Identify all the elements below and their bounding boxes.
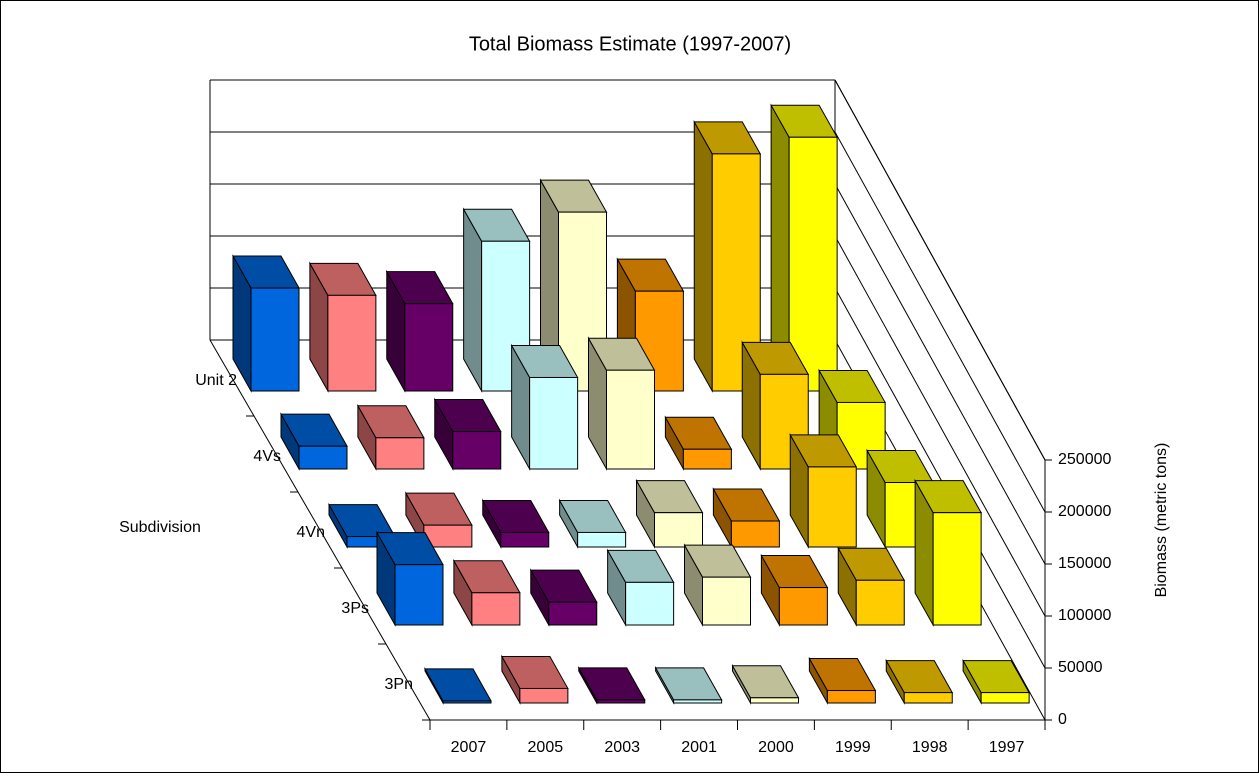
grid-line <box>834 235 1046 617</box>
bar <box>673 699 723 704</box>
x-tick-label: 2000 <box>758 739 794 756</box>
bar <box>452 431 502 470</box>
bar <box>394 564 444 626</box>
bar-side <box>693 119 713 393</box>
bar <box>548 601 598 626</box>
x-tick-label: 1998 <box>912 739 948 756</box>
bar <box>855 579 905 626</box>
bar <box>903 692 953 704</box>
bar <box>500 531 550 548</box>
bar <box>730 520 780 548</box>
bar <box>529 376 579 470</box>
grid-line <box>834 79 1046 461</box>
bar <box>826 690 876 704</box>
floor-edge <box>209 339 431 721</box>
bar <box>404 303 454 392</box>
bar <box>807 466 857 548</box>
depth-label: 4Vs <box>253 448 281 465</box>
bar <box>778 587 828 626</box>
x-tick-label: 2001 <box>681 739 717 756</box>
x-tick-label: 2005 <box>528 739 564 756</box>
bar <box>471 592 521 626</box>
x-tick-label: 1999 <box>835 739 871 756</box>
bar <box>327 294 377 392</box>
bar <box>932 512 982 626</box>
bar <box>577 531 627 548</box>
bar <box>442 700 492 704</box>
bar <box>298 445 348 470</box>
grid-line <box>834 183 1046 565</box>
bar <box>375 437 425 470</box>
bar <box>750 697 799 704</box>
y-axis-title: Biomass (metric tons) <box>1153 443 1170 598</box>
x-tick-label: 1997 <box>989 739 1025 756</box>
y-tick-label: 0 <box>1058 711 1067 728</box>
depth-label: 4Vn <box>297 524 325 541</box>
bar <box>625 581 675 626</box>
bar <box>702 576 751 626</box>
chart-title: Total Biomass Estimate (1997-2007) <box>469 33 791 55</box>
y-tick-label: 200000 <box>1058 503 1111 520</box>
x-tick-label: 2003 <box>604 739 640 756</box>
y-tick-label: 250000 <box>1058 451 1111 468</box>
bar <box>980 692 1030 704</box>
bar <box>788 136 838 392</box>
x-axis-title: Subdivision <box>119 519 201 536</box>
bar <box>250 287 300 392</box>
bar <box>682 448 732 470</box>
y-tick-label: 50000 <box>1058 659 1103 676</box>
depth-label: 3Pn <box>385 676 413 693</box>
depth-label: 3Ps <box>341 600 369 617</box>
bar <box>759 373 809 470</box>
y-tick-label: 150000 <box>1058 555 1111 572</box>
bar <box>596 699 646 704</box>
bar <box>606 369 655 470</box>
grid-line <box>834 287 1046 669</box>
depth-label: Unit 2 <box>195 372 237 389</box>
y-tick-label: 100000 <box>1058 607 1111 624</box>
bar <box>654 512 703 548</box>
x-tick-label: 2007 <box>451 739 487 756</box>
bar <box>519 687 569 704</box>
grid-line <box>834 131 1046 513</box>
